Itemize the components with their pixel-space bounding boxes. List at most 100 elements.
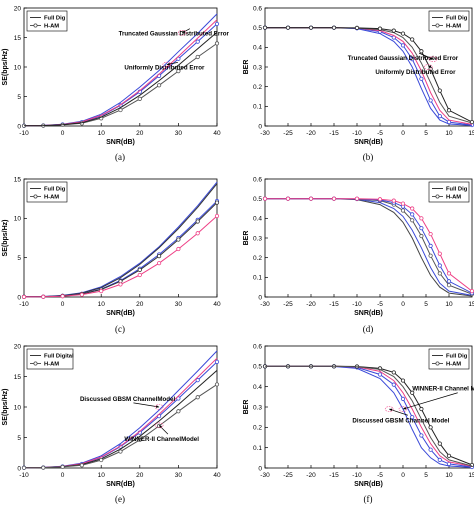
data-point [419,216,424,221]
panel-caption: (f) [364,494,373,504]
data-point [446,453,452,458]
legend-marker [33,361,38,366]
data-point [41,465,46,470]
series-line [265,198,473,292]
annotation-highlight [384,406,394,412]
y-axis-label: BER [243,231,250,246]
y-tick-label: 0.6 [253,5,262,12]
series-line [265,198,473,294]
x-tick-label: -10 [19,301,29,308]
chart-panel: -30 -25 -20 -15 -10 -5 0 5 10 15 0 0.1 0.2 0.3 0.4 0.5 0… [243,176,474,334]
data-point [41,294,46,299]
x-tick-label: -10 [19,130,29,137]
y-tick-label: 0 [17,123,21,130]
x-tick-label: 10 [445,301,453,308]
data-point [419,433,424,438]
legend-entry: H-AM [44,362,59,368]
y-tick-label: 15 [14,35,22,42]
series-line [23,31,218,127]
data-point [176,246,181,252]
legend-entry: H-AM [446,362,461,368]
data-point [99,288,104,294]
data-point [428,243,433,248]
series-line [265,198,473,296]
x-tick-label: 30 [175,130,183,137]
y-tick-label: 0.5 [253,364,262,371]
data-point [60,464,65,470]
data-point [419,76,424,81]
y-tick-label: 0.6 [253,343,262,350]
data-point [308,196,314,201]
data-point [428,98,433,103]
data-point [195,219,200,224]
legend-entry: Full Digital [44,354,74,360]
y-axis-label: SE(bps/Hz) [2,220,9,257]
x-axis-label: SNR(dB) [354,139,383,146]
data-point [446,271,452,276]
data-point [428,425,433,430]
chart-panel: -10 0 10 20 30 40051015SNR(dB)SE(bps/Hz)Full … [2,176,221,334]
annotation-arrowhead [182,30,186,33]
x-tick-label: 0 [401,301,405,308]
data-point [410,57,415,62]
y-tick-label: 0.4 [253,216,262,223]
annotation-text: WINNER-II Channel Model [412,386,474,393]
x-tick-label: -30 [260,130,270,137]
panel-caption: (c) [115,324,125,334]
x-tick-label: -5 [377,301,383,308]
x-tick-label: -25 [283,301,293,308]
y-tick-label: 5 [17,94,21,101]
data-point [99,457,104,463]
x-tick-label: 20 [136,130,144,137]
x-tick-label: -30 [260,472,270,479]
y-tick-label: 15 [14,176,22,183]
data-point [410,218,415,223]
data-point [137,437,142,443]
legend-entry: Full Dig [44,187,66,193]
data-point [410,390,415,395]
x-axis-label: SNR(dB) [354,481,383,488]
data-point [428,253,433,258]
data-point [437,263,442,268]
legend-entry: H-AM [44,24,59,30]
data-point [195,39,200,44]
panel-caption: (a) [115,152,125,162]
x-tick-label: -5 [377,130,383,137]
data-point [157,261,162,266]
x-tick-label: -10 [352,301,362,308]
data-point [354,196,360,201]
x-tick-label: 0 [401,472,405,479]
x-tick-label: -20 [306,301,316,308]
y-axis-label: SE(bps/Hz) [2,49,9,86]
chart-panel: -30 -25 -20 -15 -10 -5 0 5 10 15 0 0.1 0.2 0.3 0.4 0.5 0… [243,343,474,504]
x-tick-label: 10 [98,472,106,479]
data-point [195,378,200,383]
legend-entry: H-AM [446,24,461,30]
data-point [400,396,406,401]
y-tick-label: 0.1 [253,104,262,111]
data-point [410,415,415,420]
annotation-highlight [162,61,172,68]
x-tick-label: -5 [377,472,383,479]
x-tick-label: 0 [61,472,65,479]
data-point [157,83,162,88]
data-point [391,198,396,203]
data-point [354,25,360,30]
data-point [195,54,200,60]
series-line [265,198,473,295]
data-point [157,253,162,259]
legend-marker [33,194,38,199]
annotation-text: Discussed GBSM ChannelModel [80,396,176,403]
legend-entry: H-AM [446,195,461,201]
x-tick-label: -15 [329,301,339,308]
annotation-highlight [177,29,187,36]
x-tick-label: -10 [352,130,362,137]
x-tick-label: 0 [401,130,405,137]
x-tick-label: 10 [445,130,453,137]
annotation-arrowhead [166,62,170,66]
data-point [446,108,452,113]
data-point [437,271,442,276]
x-axis-label: SNR(dB) [354,310,383,317]
